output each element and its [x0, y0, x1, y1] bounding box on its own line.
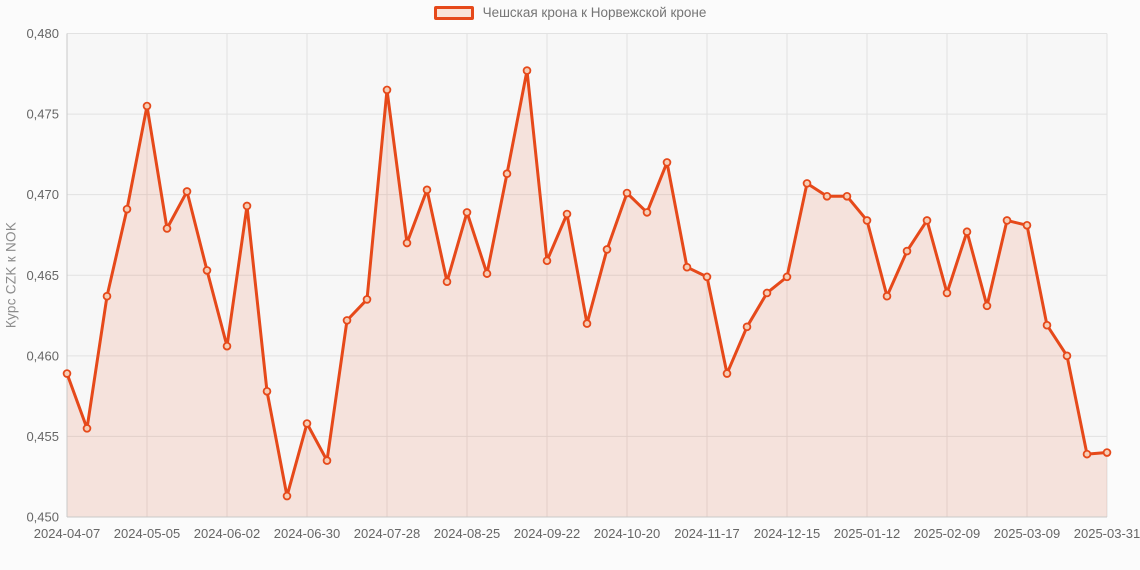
data-point: 2024-08-11 : 0,470: [422, 185, 432, 195]
data-point: 2024-04-14 : 0,456: [82, 424, 92, 433]
data-point: 2024-10-27 : 0,469: [642, 208, 652, 217]
data-point: 2025-03-31 : 0,454: [1102, 448, 1112, 457]
x-tick-label: 2025-03-09: [994, 526, 1061, 541]
x-tick-labels: 2024-04-07 2024-05-05 2024-06-02 2024-06-30…: [34, 526, 1140, 541]
x-tick-label: 2024-06-02: [194, 526, 261, 541]
data-point: 2024-04-07 : 0,459: [62, 369, 72, 378]
x-tick-label: 2024-06-30: [274, 526, 341, 541]
data-point: 2024-08-25 : 0,469: [462, 208, 472, 217]
data-point: 2024-12-22 : 0,471: [802, 179, 812, 188]
data-point: 2024-11-03 : 0,472: [662, 158, 672, 167]
data-point: 2025-03-23 : 0,460: [1062, 351, 1072, 361]
data-point: 2024-06-09 : 0,469: [242, 201, 252, 211]
legend-swatch-icon: [433, 6, 474, 20]
data-point: 2024-12-01 : 0,462: [742, 322, 752, 332]
data-point: 2024-10-06 : 0,462: [582, 319, 592, 328]
y-tick-label: 0,450: [26, 510, 59, 525]
data-point: 2024-12-08 : 0,464: [762, 288, 772, 298]
data-point: 2024-05-26 : 0,465: [202, 266, 212, 275]
x-tick-label: 2024-07-28: [354, 526, 421, 541]
data-point: 2024-11-10 : 0,466: [682, 262, 692, 272]
x-tick-label: 2024-08-25: [434, 526, 501, 541]
data-point: 2024-10-13 : 0,467: [602, 245, 612, 254]
data-point: 2024-10-20 : 0,470: [622, 188, 632, 198]
data-point: 2024-09-22 : 0,466: [542, 256, 552, 266]
data-point: 2025-03-30 : 0,454: [1082, 449, 1092, 459]
data-point: 2024-12-29 : 0,470: [822, 191, 832, 201]
data-point: 2024-12-15 : 0,465: [782, 272, 792, 282]
data-point: 2024-11-17 : 0,465: [702, 272, 712, 282]
data-point: 2024-07-07 : 0,454: [322, 456, 332, 465]
x-tick-label: 2024-04-07: [34, 526, 101, 541]
data-point: 2024-09-29 : 0,469: [562, 209, 572, 219]
x-tick-label: 2024-12-15: [754, 526, 821, 541]
data-point: 2025-03-16 : 0,462: [1042, 320, 1052, 330]
data-point: 2025-01-12 : 0,468: [862, 216, 872, 225]
data-point: 2024-04-21 : 0,464: [102, 291, 112, 301]
series-markers[interactable]: 2024-04-07 : 0,459 2024-04-14 : 0,456 2024…: [62, 66, 1112, 501]
data-point: 2025-02-02 : 0,468: [922, 216, 932, 225]
data-point: 2025-02-16 : 0,468: [962, 227, 972, 237]
y-tick-label: 0,480: [26, 26, 59, 41]
y-tick-labels: 0,450 0,455 0,460 0,465 0,470 0,475 0,480: [26, 26, 59, 525]
data-point: 2024-06-02 : 0,461: [222, 341, 232, 351]
data-point: 2024-04-28 : 0,469: [122, 204, 132, 214]
x-tick-label: 2025-03-31: [1074, 526, 1140, 541]
data-point: 2025-01-19 : 0,464: [882, 291, 892, 301]
x-tick-label: 2024-09-22: [514, 526, 581, 541]
data-point: 2025-02-09 : 0,464: [942, 288, 952, 298]
x-tick-label: 2024-05-05: [114, 526, 181, 541]
legend-label: Чешская крона к Норвежской кроне: [482, 5, 707, 20]
series-area: [67, 70, 1107, 518]
data-point: 2024-09-08 : 0,471: [502, 169, 512, 179]
data-point: 2025-03-09 : 0,468: [1022, 220, 1032, 230]
data-point: 2025-03-02 : 0,468: [1002, 216, 1012, 225]
y-tick-label: 0,475: [26, 107, 59, 122]
y-tick-label: 0,465: [26, 268, 59, 283]
x-tick-label: 2024-11-17: [674, 526, 740, 541]
y-tick-label: 0,455: [26, 429, 59, 444]
data-point: 2025-02-23 : 0,463: [982, 301, 992, 311]
data-point: 2024-07-14 : 0,462: [342, 316, 352, 325]
data-point: 2024-11-24 : 0,459: [722, 369, 732, 378]
data-point: 2024-05-12 : 0,468: [162, 224, 172, 233]
data-point: 2024-09-01 : 0,465: [482, 269, 492, 278]
data-point: 2025-01-05 : 0,470: [842, 191, 852, 201]
y-tick-label: 0,470: [26, 187, 59, 202]
data-point: 2024-05-05 : 0,475: [142, 101, 152, 111]
x-tick-label: 2025-02-09: [914, 526, 981, 541]
data-point: 2024-06-30 : 0,456: [302, 419, 312, 428]
data-point: 2024-06-23 : 0,451: [282, 491, 292, 501]
data-point: 2024-07-21 : 0,464: [362, 295, 372, 304]
y-tick-label: 0,460: [26, 348, 59, 363]
axis-border: [66, 33, 1107, 518]
data-point: 2024-06-16 : 0,458: [262, 386, 272, 396]
gridlines: [66, 33, 1108, 518]
data-point: 2024-05-19 : 0,470: [182, 187, 192, 196]
data-point: 2025-01-26 : 0,467: [902, 246, 912, 256]
data-point: 2024-09-15 : 0,478: [522, 66, 532, 75]
x-tick-label: 2024-10-20: [594, 526, 661, 541]
data-point: 2024-08-04 : 0,467: [402, 238, 412, 248]
x-tick-label: 2025-01-12: [834, 526, 901, 541]
data-point: 2024-08-18 : 0,465: [442, 277, 452, 286]
data-point: 2024-07-28 : 0,476: [382, 85, 392, 95]
chart-legend[interactable]: Чешская крона к Норвежской кроне: [0, 5, 1140, 21]
